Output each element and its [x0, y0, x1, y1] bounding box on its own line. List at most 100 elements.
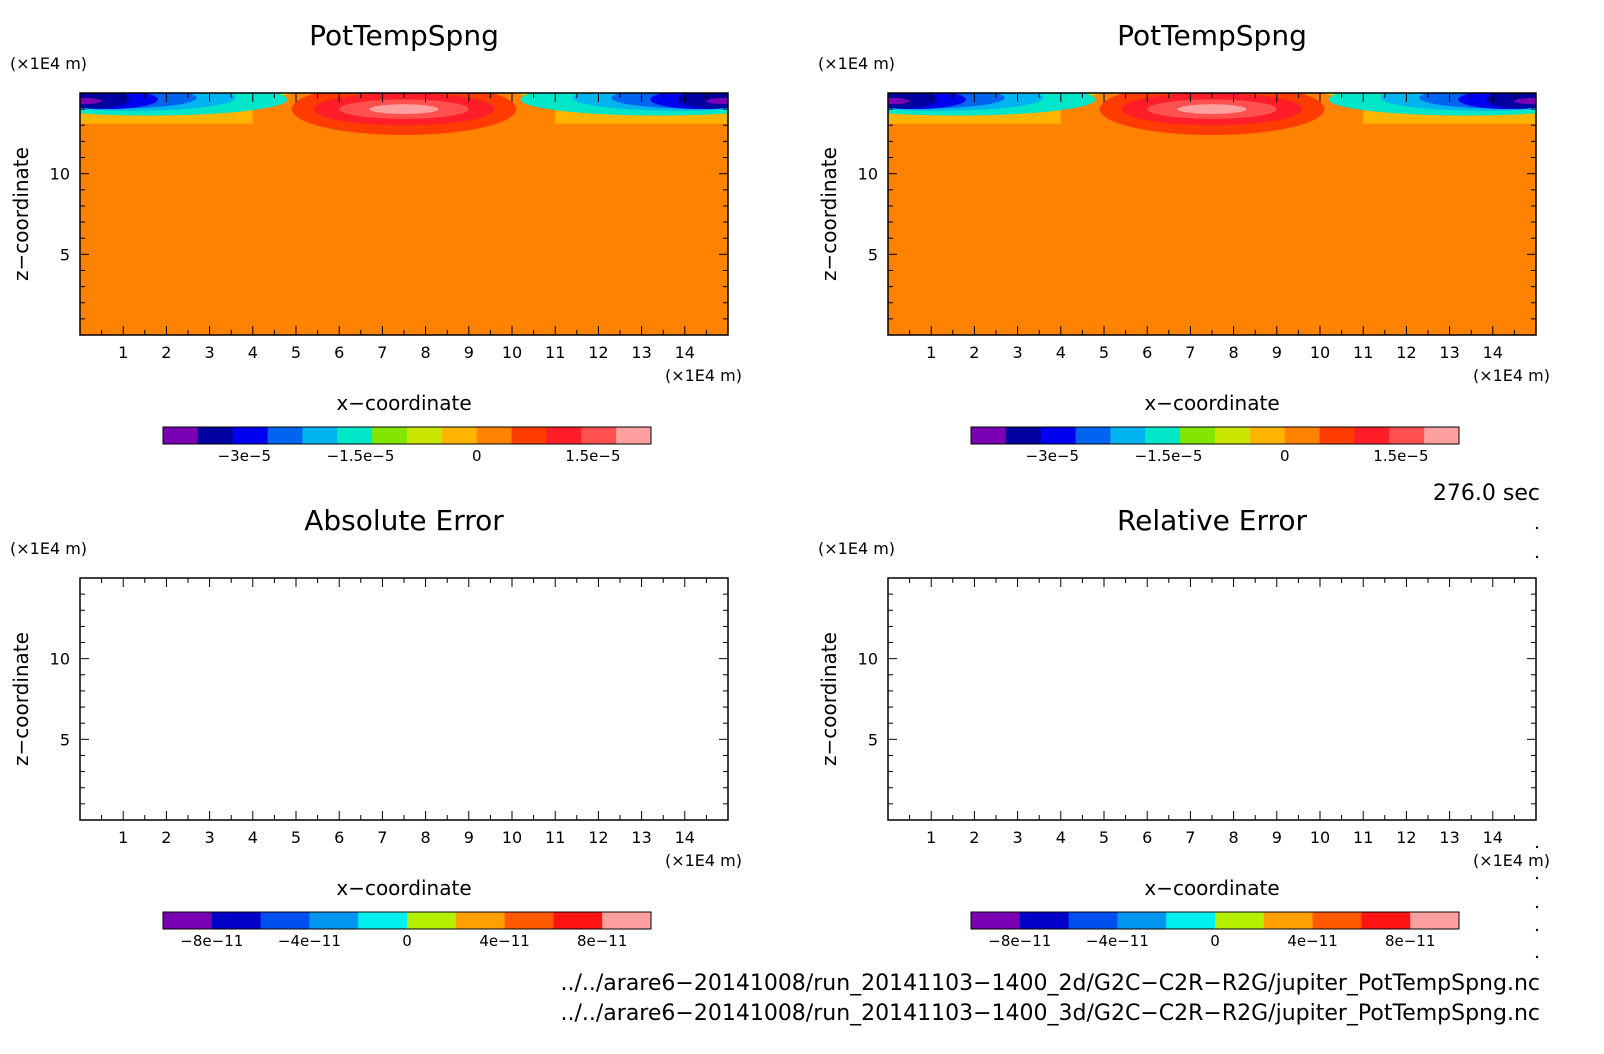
- colorbar-segment: [1263, 912, 1314, 929]
- colorbar-segment: [407, 427, 443, 444]
- y-unit-label: (×1E4 m): [818, 539, 895, 558]
- colorbar-label: −4e−11: [1086, 932, 1149, 950]
- x-tick-label: 9: [1272, 343, 1282, 362]
- y-unit-label: (×1E4 m): [10, 539, 87, 558]
- file-path-2d: ../../arare6−20141008/run_20141103−1400_…: [561, 971, 1541, 996]
- panel-title: Absolute Error: [304, 504, 504, 537]
- x-tick-label: 9: [464, 343, 474, 362]
- field-level: [80, 93, 130, 109]
- x-unit-label: (×1E4 m): [665, 851, 742, 870]
- x-tick-label: 2: [969, 828, 979, 847]
- colorbar-segment: [232, 427, 269, 444]
- x-tick-label: 12: [1396, 828, 1416, 847]
- field-level: [1177, 104, 1247, 114]
- panel-title: PotTempSpng: [309, 19, 499, 52]
- field-empty: [888, 578, 1536, 820]
- x-tick-label: 13: [631, 343, 651, 362]
- x-tick-label: 4: [1056, 828, 1066, 847]
- colorbar-segment: [407, 912, 457, 929]
- colorbar-segment: [211, 912, 262, 929]
- x-tick-label: 2: [161, 343, 171, 362]
- colorbar-label: 1.5e−5: [565, 447, 620, 465]
- x-tick-label: 8: [1229, 828, 1239, 847]
- x-tick-label: 10: [1310, 343, 1330, 362]
- colorbar-segment: [441, 427, 478, 444]
- colorbar-segment: [602, 912, 652, 929]
- margin-dot: [1535, 905, 1539, 909]
- heatmap-field: [80, 578, 728, 820]
- y-axis-label: z−coordinate: [9, 147, 33, 281]
- x-tick-label: 12: [588, 343, 608, 362]
- y-tick-label: 10: [858, 650, 878, 669]
- colorbar-segment: [1040, 427, 1077, 444]
- x-tick-label: 6: [1142, 343, 1152, 362]
- field-level: [1486, 93, 1536, 109]
- heatmap-field: [888, 578, 1536, 820]
- x-tick-label: 6: [334, 828, 344, 847]
- field-level: [369, 104, 439, 114]
- colorbar-label: −3e−5: [1026, 447, 1079, 465]
- colorbar-segment: [1284, 427, 1321, 444]
- x-tick-label: 11: [1353, 343, 1373, 362]
- colorbar-segment: [197, 427, 234, 444]
- x-axis-label: x−coordinate: [1144, 876, 1279, 900]
- colorbar-label: −8e−11: [180, 932, 243, 950]
- x-tick-label: 11: [1353, 828, 1373, 847]
- colorbar-label: 8e−11: [1385, 932, 1435, 950]
- colorbar-segment: [1389, 427, 1425, 444]
- y-axis-label: z−coordinate: [9, 632, 33, 766]
- y-tick-label: 5: [60, 730, 70, 749]
- colorbar-label: 0: [1210, 932, 1220, 950]
- colorbar-segment: [372, 427, 408, 444]
- margin-dot: [1535, 555, 1539, 559]
- x-tick-label: 3: [1013, 343, 1023, 362]
- x-tick-label: 4: [248, 343, 258, 362]
- colorbar-segment: [302, 427, 338, 444]
- margin-dot: [1535, 955, 1539, 959]
- field-level: [888, 93, 938, 109]
- colorbar-segment: [163, 912, 213, 929]
- x-tick-label: 13: [1439, 343, 1459, 362]
- x-tick-label: 9: [1272, 828, 1282, 847]
- y-tick-label: 5: [60, 245, 70, 264]
- x-tick-label: 7: [377, 343, 387, 362]
- x-tick-label: 12: [588, 828, 608, 847]
- margin-dot: [1535, 526, 1539, 530]
- x-tick-label: 5: [1099, 828, 1109, 847]
- x-tick-label: 4: [1056, 343, 1066, 362]
- x-tick-label: 1: [118, 828, 128, 847]
- time-label: 276.0 sec: [1433, 481, 1540, 506]
- x-tick-label: 10: [1310, 828, 1330, 847]
- colorbar-segment: [971, 912, 1021, 929]
- x-tick-label: 3: [1013, 828, 1023, 847]
- margin-dot: [1535, 876, 1539, 880]
- colorbar-frame: [162, 911, 652, 930]
- colorbar-segment: [309, 912, 359, 929]
- x-tick-label: 9: [464, 828, 474, 847]
- x-tick-label: 11: [545, 828, 565, 847]
- colorbar-segment: [511, 427, 547, 444]
- colorbar-segment: [1145, 427, 1181, 444]
- y-axis-label: z−coordinate: [817, 632, 841, 766]
- colorbar-label: −3e−5: [218, 447, 271, 465]
- field-level: [706, 97, 728, 105]
- colorbar-segment: [1117, 912, 1167, 929]
- x-tick-label: 1: [926, 828, 936, 847]
- panel-title: PotTempSpng: [1117, 19, 1307, 52]
- colorbar-segment: [1005, 427, 1042, 444]
- x-tick-label: 7: [377, 828, 387, 847]
- colorbar-label: 4e−11: [479, 932, 529, 950]
- colorbar-segment: [581, 427, 617, 444]
- x-tick-label: 5: [1099, 343, 1109, 362]
- colorbar-segment: [455, 912, 506, 929]
- x-tick-label: 2: [969, 343, 979, 362]
- colorbar-label: 0: [472, 447, 482, 465]
- x-tick-label: 8: [421, 343, 431, 362]
- colorbar-segment: [1019, 912, 1070, 929]
- colorbar-frame: [162, 426, 652, 445]
- x-tick-label: 10: [502, 828, 522, 847]
- field-level: [888, 97, 910, 105]
- x-tick-label: 7: [1185, 828, 1195, 847]
- y-tick-label: 10: [50, 650, 70, 669]
- colorbar-frame: [970, 911, 1460, 930]
